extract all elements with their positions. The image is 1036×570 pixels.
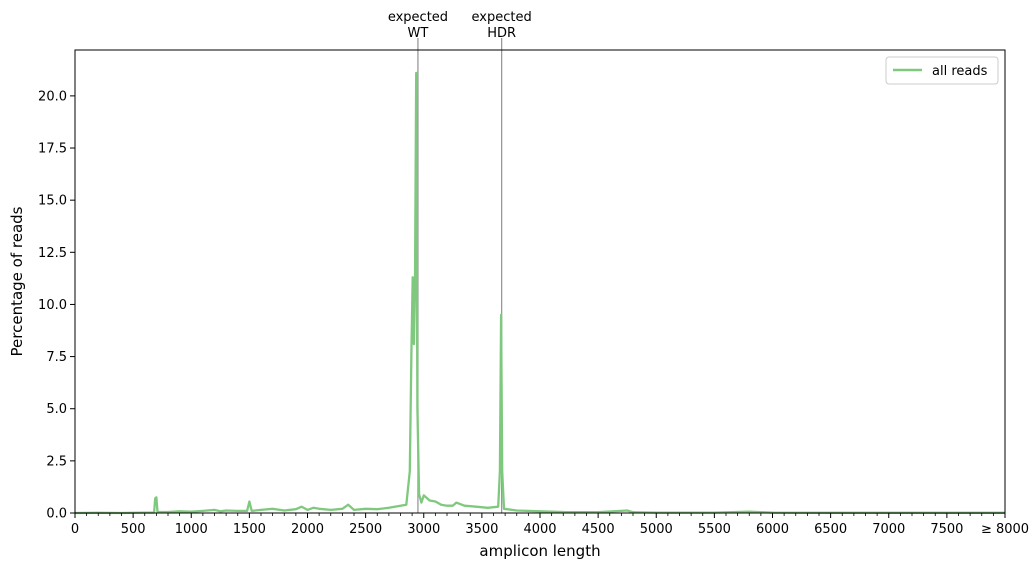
expected-marker-label: expected — [388, 10, 448, 25]
x-tick-label: 3000 — [407, 522, 440, 537]
x-tick-label: 0 — [71, 522, 79, 537]
legend: all reads — [885, 56, 999, 85]
y-tick-label: 10.0 — [38, 298, 67, 313]
x-tick-label: 5000 — [640, 522, 673, 537]
x-tick-label: 6500 — [814, 522, 847, 537]
x-tick-label: 2500 — [349, 522, 382, 537]
y-axis-label: Percentage of reads — [8, 206, 26, 356]
y-axis-ticks: 0.0 2.5 5.0 7.5 10.0 12.5 15.0 17.5 20.0 — [38, 89, 75, 522]
x-tick-label: 7500 — [930, 522, 963, 537]
x-tick-label: 5500 — [698, 522, 731, 537]
expected-marker-label: expected — [472, 10, 532, 25]
y-tick-label: 15.0 — [38, 194, 67, 209]
x-axis-label: amplicon length — [479, 542, 600, 560]
expected-marker-sublabel: HDR — [487, 26, 516, 41]
x-tick-label: 7000 — [872, 522, 905, 537]
x-axis-ticks: 0 500 1000 1500 2000 2500 3000 3500 4000 4500 5000… — [71, 513, 1029, 537]
plot-frame — [74, 49, 1006, 514]
legend-label-all-reads: all reads — [932, 64, 988, 79]
y-tick-label: 17.5 — [38, 142, 67, 157]
x-tick-label: 6000 — [756, 522, 789, 537]
y-tick-label: 2.5 — [46, 454, 67, 469]
expected-marker-sublabel: WT — [408, 26, 429, 41]
x-tick-label: 4000 — [523, 522, 556, 537]
series-line-all-reads — [74, 71, 1005, 515]
x-tick-label: ≥ 8000 — [981, 522, 1029, 537]
line-layer — [74, 71, 1005, 515]
x-tick-label: 2000 — [291, 522, 324, 537]
legend-box — [885, 56, 999, 85]
x-tick-label: 1000 — [175, 522, 208, 537]
x-tick-label: 3500 — [465, 522, 498, 537]
y-tick-label: 20.0 — [38, 89, 67, 104]
x-tick-label: 4500 — [582, 522, 615, 537]
y-tick-label: 5.0 — [46, 402, 67, 417]
y-tick-label: 12.5 — [38, 246, 67, 261]
x-tick-label: 1500 — [233, 522, 266, 537]
y-tick-label: 0.0 — [46, 507, 67, 522]
x-tick-label: 500 — [121, 522, 146, 537]
y-tick-label: 7.5 — [46, 350, 67, 365]
